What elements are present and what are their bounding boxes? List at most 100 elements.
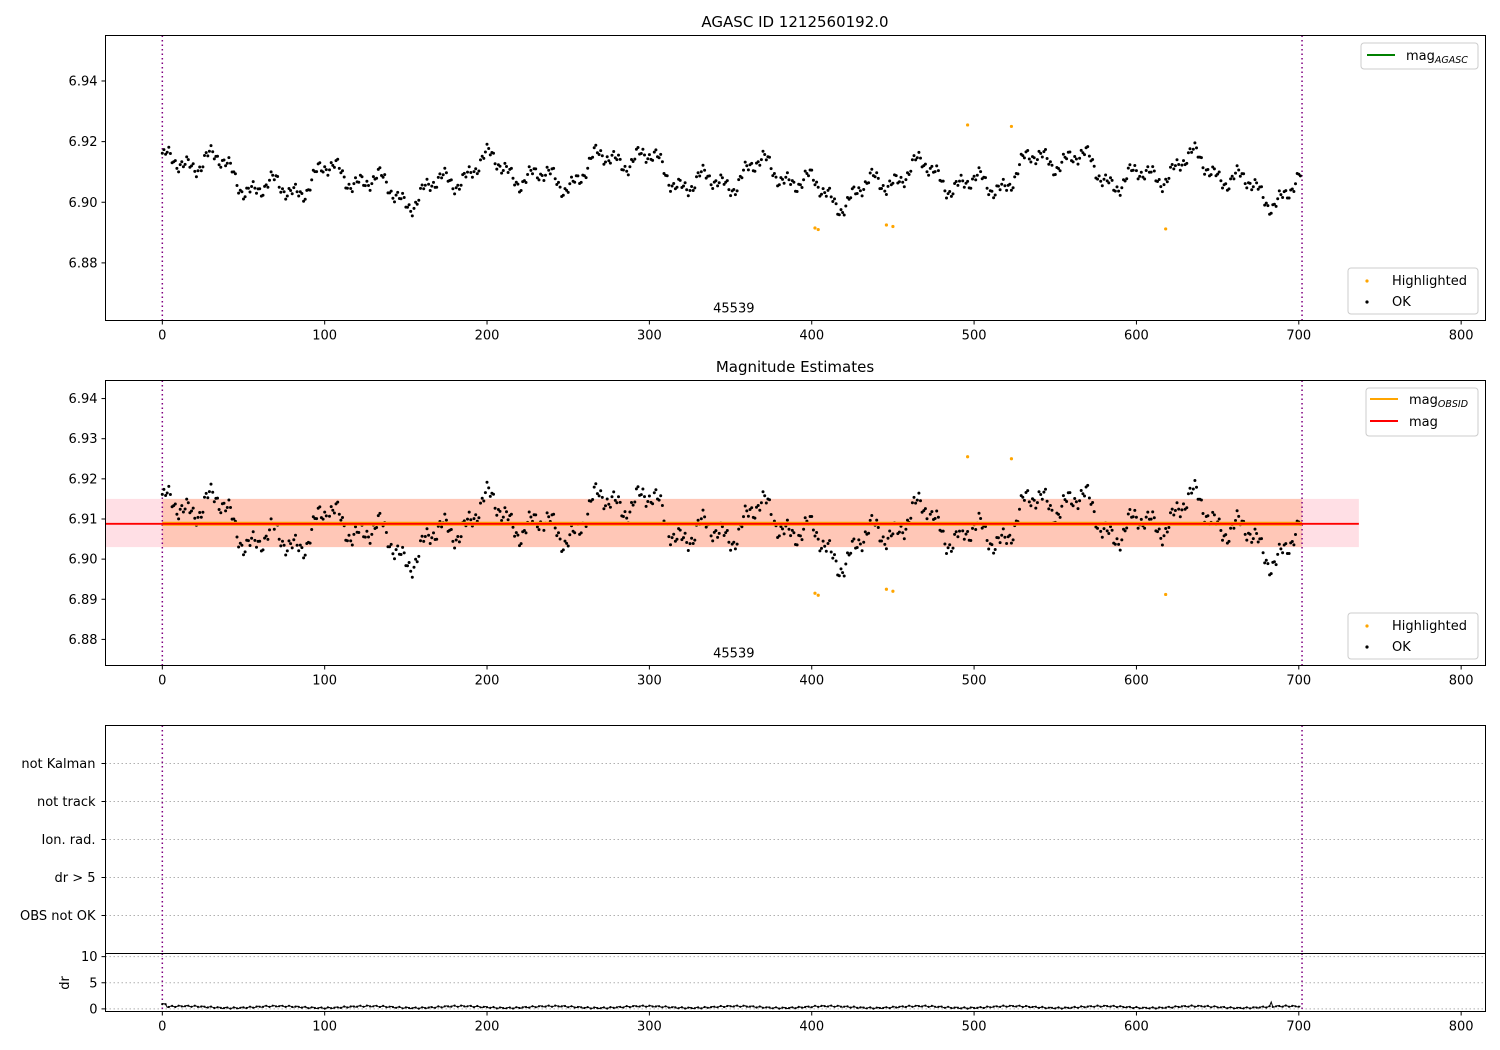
ok-point	[813, 534, 817, 538]
ok-point	[709, 534, 713, 538]
ok-point	[542, 179, 546, 182]
ok-point	[1221, 538, 1224, 542]
ok-point	[360, 175, 364, 179]
ok-point	[479, 158, 482, 162]
ok-point	[761, 149, 765, 153]
ok-point	[875, 171, 879, 175]
ok-point	[470, 175, 474, 179]
ok-point	[474, 513, 478, 517]
ok-point	[998, 541, 1002, 545]
ok-point	[1277, 189, 1281, 193]
ok-point	[417, 554, 421, 558]
x-tick-label: 800	[1449, 1020, 1474, 1035]
ok-point	[855, 546, 859, 549]
dr-point	[862, 1006, 865, 1009]
dr-point	[164, 1003, 167, 1006]
dr-point	[882, 1006, 885, 1010]
ok-point	[396, 190, 400, 194]
dr-point	[1012, 1005, 1015, 1008]
x-tick-label: 600	[1124, 674, 1149, 689]
ok-point	[735, 542, 739, 546]
dr-point	[599, 1007, 602, 1010]
ok-point	[243, 195, 247, 199]
dr-point	[1037, 1006, 1041, 1010]
dr-point	[391, 1005, 394, 1009]
ok-point	[933, 170, 937, 174]
dr-point	[1236, 1006, 1239, 1009]
dr-point	[1145, 1006, 1148, 1009]
dr-point	[1193, 1005, 1196, 1008]
ok-point	[881, 184, 885, 187]
ok-point	[548, 172, 552, 176]
legend-ok-swatch	[1365, 645, 1369, 649]
ok-point	[295, 190, 299, 194]
ok-point	[219, 511, 223, 515]
ok-point	[160, 492, 164, 496]
dr-point	[995, 1005, 998, 1008]
ok-point	[279, 544, 283, 548]
dr-point	[1268, 1005, 1271, 1008]
agasc-panel-y-axis: 6.886.906.926.94	[69, 74, 106, 271]
ok-point	[805, 172, 809, 175]
ok-point	[279, 190, 283, 194]
ok-point	[1126, 166, 1130, 170]
ok-point	[367, 184, 370, 187]
dr-point	[1093, 1005, 1096, 1008]
ok-point	[1146, 165, 1150, 169]
dr-point	[369, 1005, 372, 1008]
ok-point	[1001, 527, 1005, 531]
dr-point	[895, 1006, 898, 1009]
ok-point	[401, 191, 405, 195]
ok-point	[974, 178, 978, 182]
ok-point	[558, 537, 562, 541]
ok-point	[292, 538, 296, 542]
agasc-panel-obsid-label: 45539	[713, 302, 754, 317]
ok-point	[558, 185, 562, 189]
dr-point	[281, 1004, 284, 1007]
dr-point	[1122, 1006, 1125, 1009]
ok-point	[472, 517, 476, 521]
ok-point	[691, 542, 695, 545]
ok-point	[1044, 487, 1047, 491]
dr-point	[1249, 1007, 1252, 1010]
ok-point	[492, 492, 495, 496]
ok-point	[576, 174, 580, 178]
dr-point	[576, 1005, 580, 1009]
ok-point	[326, 173, 330, 177]
ok-point	[789, 183, 793, 186]
ok-point	[1276, 197, 1280, 201]
dr-point	[723, 1005, 726, 1009]
dr-point	[817, 1005, 820, 1009]
ok-point	[987, 193, 991, 197]
ok-point	[394, 548, 398, 552]
ok-point	[438, 172, 442, 176]
ok-point	[584, 176, 588, 180]
ok-point	[954, 180, 958, 183]
ok-point	[160, 151, 164, 155]
dr-point	[1297, 1005, 1300, 1008]
ok-point	[480, 154, 484, 158]
ok-point	[350, 190, 354, 194]
magnitude-estimates-line-legend: magOBSID mag	[1365, 387, 1479, 437]
ok-point	[1018, 507, 1021, 511]
ok-point	[659, 494, 663, 498]
ok-point	[535, 525, 539, 529]
ok-point	[427, 533, 431, 537]
ok-point	[222, 158, 226, 162]
dr-point	[1154, 1007, 1157, 1010]
ok-point	[639, 152, 643, 155]
dr-point	[697, 1006, 700, 1009]
ok-point	[834, 559, 838, 563]
ok-point	[570, 175, 573, 179]
ok-point	[185, 155, 189, 159]
ok-point	[1047, 507, 1051, 511]
dr-point	[1024, 1004, 1028, 1008]
ok-point	[553, 526, 557, 530]
dr-point	[521, 1006, 524, 1009]
category-label: not track	[37, 795, 96, 810]
ok-point	[610, 495, 614, 499]
ok-point	[659, 152, 663, 156]
ok-point	[1123, 529, 1127, 533]
ok-point	[436, 175, 440, 179]
ok-point	[1177, 163, 1181, 166]
